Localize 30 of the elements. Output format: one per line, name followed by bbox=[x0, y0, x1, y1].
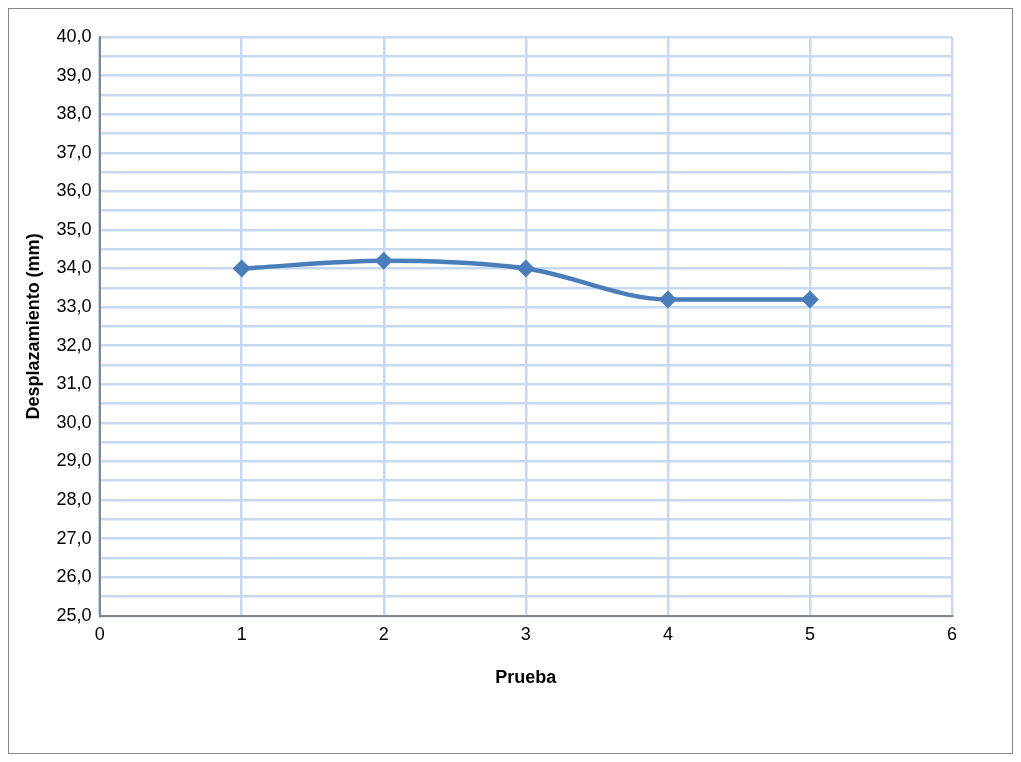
y-tick-label: 27,0 bbox=[56, 527, 92, 548]
y-tick-label: 34,0 bbox=[56, 257, 92, 278]
y-tick-label: 32,0 bbox=[56, 334, 92, 355]
x-tick-label: 1 bbox=[236, 623, 247, 644]
point bbox=[800, 290, 819, 309]
y-tick-label: 37,0 bbox=[56, 141, 92, 162]
y-axis-title: Desplazamiento (mm) bbox=[22, 233, 43, 420]
y-tick-label: 30,0 bbox=[56, 411, 92, 432]
x-tick-label: 0 bbox=[94, 623, 105, 644]
y-tick-label: 40,0 bbox=[56, 25, 92, 46]
y-tick-label: 35,0 bbox=[56, 218, 92, 239]
x-axis-title: Prueba bbox=[495, 667, 558, 688]
y-tick-label: 29,0 bbox=[56, 450, 92, 471]
x-tick-label: 4 bbox=[662, 623, 673, 644]
y-tick-label: 33,0 bbox=[56, 296, 92, 317]
x-tick-label: 2 bbox=[378, 623, 389, 644]
point bbox=[374, 251, 393, 270]
x-tick-label: 6 bbox=[946, 623, 958, 644]
y-tick-label: 36,0 bbox=[56, 180, 92, 201]
y-tick-label: 25,0 bbox=[56, 604, 92, 625]
x-tick-label: 5 bbox=[804, 623, 815, 644]
y-tick-label: 31,0 bbox=[56, 373, 92, 394]
point bbox=[232, 259, 251, 278]
point bbox=[516, 259, 535, 278]
point bbox=[658, 290, 677, 309]
y-tick-label: 28,0 bbox=[56, 489, 92, 510]
x-tick-label: 3 bbox=[520, 623, 531, 644]
y-tick-label: 39,0 bbox=[56, 64, 92, 85]
y-tick-label: 26,0 bbox=[56, 566, 92, 587]
y-tick-label: 38,0 bbox=[56, 103, 92, 124]
